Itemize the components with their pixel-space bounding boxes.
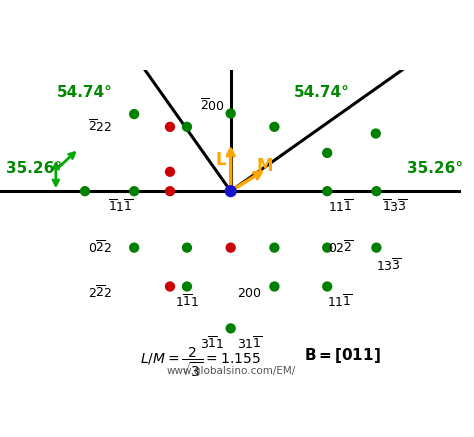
Point [166,123,174,130]
Point [323,283,331,290]
Text: 35.26°: 35.26° [6,161,62,176]
Point [271,244,278,251]
Point [166,168,174,175]
Point [271,283,278,290]
Text: $13\overline{3}$: $13\overline{3}$ [376,258,402,274]
Point [323,244,331,251]
Point [372,130,380,137]
Point [183,123,191,130]
Point [183,283,191,290]
Point [323,187,331,194]
Text: $3\overline{1}1$: $3\overline{1}1$ [200,336,225,352]
Text: $1\overline{1}1$: $1\overline{1}1$ [174,295,199,310]
Text: $\overline{1}3\overline{3}$: $\overline{1}3\overline{3}$ [383,199,408,215]
Point [166,283,174,290]
Text: $02\overline{2}$: $02\overline{2}$ [328,239,354,256]
Point [227,187,235,194]
Text: $L/M = \dfrac{2}{\sqrt{3}} = 1.155$: $L/M = \dfrac{2}{\sqrt{3}} = 1.155$ [140,346,261,379]
Text: $200$: $200$ [237,287,262,300]
Text: $0\overline{2}2$: $0\overline{2}2$ [88,239,112,256]
Text: $11\overline{1}$: $11\overline{1}$ [328,199,354,215]
Point [323,149,331,156]
Point [227,244,235,251]
Point [183,244,191,251]
Point [373,187,380,194]
Point [81,187,89,194]
Text: $11\overline{1}$: $11\overline{1}$ [327,295,353,310]
Text: $\overline{2}00$: $\overline{2}00$ [200,98,225,114]
Text: 54.74°: 54.74° [294,85,350,100]
Text: L: L [215,151,226,169]
Text: $\overline{1}1\overline{1}$: $\overline{1}1\overline{1}$ [108,199,134,215]
Text: M: M [256,157,273,175]
Text: $31\overline{1}$: $31\overline{1}$ [237,336,263,352]
Point [130,111,138,118]
Point [130,187,138,194]
Text: www.globalsino.com/EM/: www.globalsino.com/EM/ [166,366,295,376]
Point [373,244,380,251]
Text: 54.74°: 54.74° [57,85,113,100]
Point [271,123,278,130]
Text: $\overline{2}22$: $\overline{2}22$ [88,119,112,135]
Point [166,187,174,194]
Text: 35.26°: 35.26° [407,161,463,176]
Point [130,244,138,251]
Text: $\mathbf{B=[011]}$: $\mathbf{B=[011]}$ [303,346,380,365]
Text: $2\overline{2}2$: $2\overline{2}2$ [88,285,112,301]
Point [227,110,235,117]
Point [227,325,235,332]
